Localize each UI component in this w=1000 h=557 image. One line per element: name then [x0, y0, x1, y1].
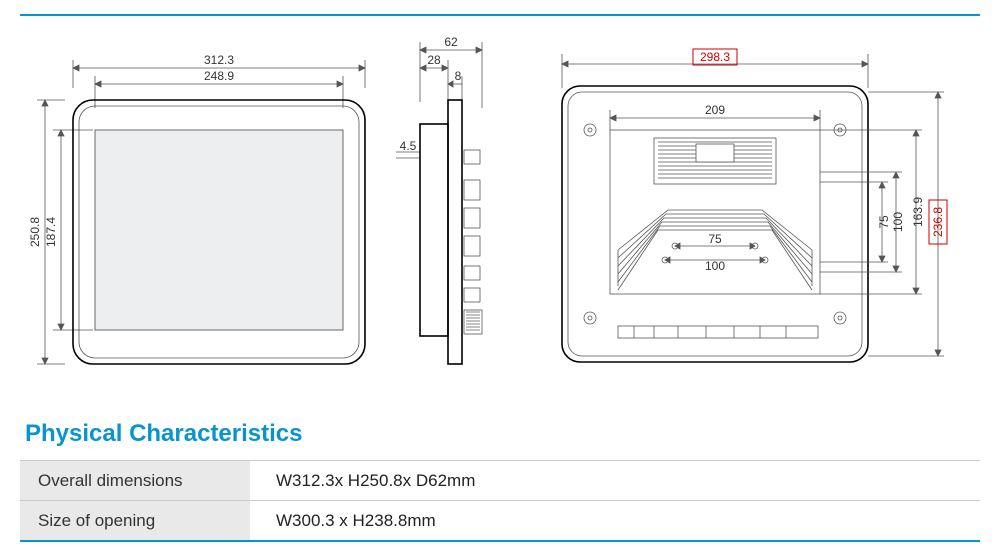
dim-rear-inner-w: 209: [705, 103, 725, 117]
section-title: Physical Characteristics: [25, 420, 303, 448]
dim-front-inner-width: 248.9: [204, 69, 234, 83]
dim-rear-mount-75h: 75: [708, 232, 722, 246]
dim-side-back: 28: [427, 53, 441, 67]
dim-rear-mount-100h: 100: [705, 259, 725, 273]
dim-front-outer-width: 312.3: [204, 53, 234, 67]
side-view: 62 28 8 4.5: [396, 35, 482, 364]
dim-front-inner-height: 187.4: [44, 217, 58, 247]
spec-label: Overall dimensions: [20, 461, 250, 500]
dim-side-notch: 4.5: [400, 139, 417, 153]
table-row: Overall dimensions W312.3x H250.8x D62mm: [20, 460, 980, 500]
dim-rear-width: 298.3: [700, 50, 730, 64]
front-view: 312.3 248.9 250.8 187.4: [28, 53, 365, 364]
dim-side-bezel: 8: [455, 69, 462, 83]
spec-value: W312.3x H250.8x D62mm: [250, 471, 475, 491]
dim-rear-mount-100v: 100: [891, 212, 905, 232]
spec-label: Size of opening: [20, 501, 250, 540]
dim-rear-height-inner: 163.9: [911, 197, 925, 227]
dim-side-total: 62: [444, 35, 458, 49]
table-row: Size of opening W300.3 x H238.8mm: [20, 500, 980, 540]
dim-rear-mount-75v: 75: [877, 215, 891, 229]
dim-front-outer-height: 250.8: [28, 217, 42, 247]
spec-value: W300.3 x H238.8mm: [250, 511, 436, 531]
dim-rear-height-red: 236.8: [931, 207, 945, 237]
technical-drawings: 312.3 248.9 250.8 187.4: [0, 20, 1000, 410]
rear-view: 298.3 209: [562, 49, 947, 362]
spec-table: Overall dimensions W312.3x H250.8x D62mm…: [20, 460, 980, 542]
top-rule: [20, 14, 980, 16]
